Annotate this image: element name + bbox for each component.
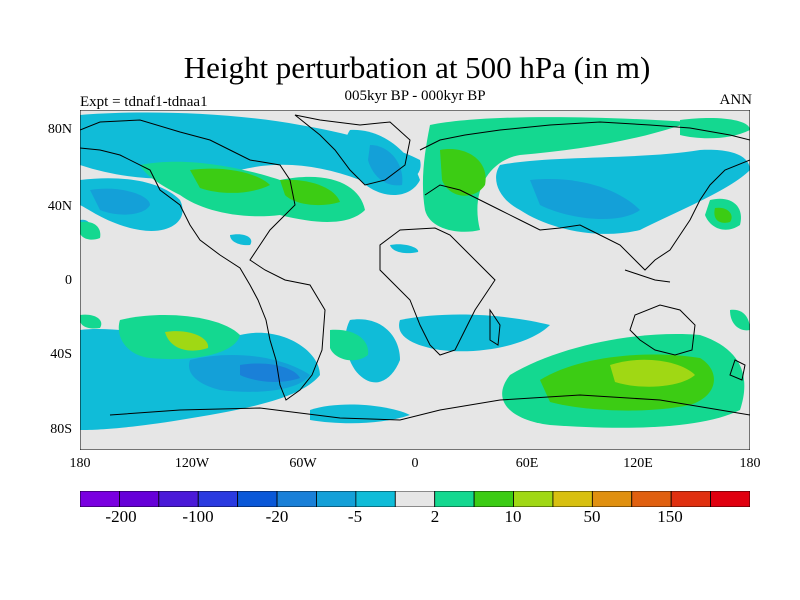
colorbar-label: -20 — [265, 507, 289, 526]
lat-tick-label: 40S — [50, 347, 72, 362]
plot-title: Height perturbation at 500 hPa (in m) — [183, 50, 651, 85]
colorbar-box — [316, 491, 357, 507]
colorbar-label: 150 — [657, 507, 683, 526]
lon-tick-label: 120E — [623, 456, 653, 471]
colorbar-box — [552, 491, 593, 507]
lat-tick-label: 80N — [47, 122, 72, 137]
lon-tick-label: 0 — [411, 456, 419, 471]
colorbar-box — [197, 491, 239, 507]
colorbar-box — [237, 491, 278, 507]
colorbar-label: -5 — [347, 507, 363, 526]
colorbar-box — [276, 491, 317, 507]
colorbar-box — [434, 491, 475, 507]
coastlines — [80, 114, 750, 421]
colorbar-label: -100 — [182, 507, 214, 526]
plot-subtitle: 005kyr BP - 000kyr BP — [344, 88, 486, 104]
colorbar-box — [119, 491, 160, 507]
lon-tick-label: 180 — [739, 456, 761, 471]
colorbar-label: 50 — [583, 507, 601, 526]
season-label: ANN — [719, 92, 753, 108]
colorbar-box — [513, 491, 554, 507]
map-panel — [80, 110, 750, 450]
experiment-label: Expt = tdnaf1-tdnaa1 — [80, 94, 208, 110]
lon-tick-label: 60W — [289, 456, 317, 471]
colorbar — [80, 491, 750, 507]
colorbar-box — [631, 491, 672, 507]
colorbar-box — [473, 491, 514, 507]
lat-tick-label: 80S — [50, 422, 72, 437]
lon-tick-label: 180 — [69, 456, 91, 471]
colorbar-box — [710, 491, 750, 507]
lon-tick-label: 60E — [515, 456, 539, 471]
colorbar-box — [158, 491, 199, 507]
colorbar-box — [591, 491, 633, 507]
lat-tick-label: 40N — [47, 199, 72, 214]
colorbar-label: 2 — [430, 507, 440, 526]
colorbar-box — [394, 491, 436, 507]
colorbar-label: -200 — [105, 507, 137, 526]
colorbar-box — [355, 491, 396, 507]
colorbar-box — [80, 491, 120, 507]
lat-tick-label: 0 — [65, 273, 72, 288]
lon-tick-label: 120W — [174, 456, 210, 471]
colorbar-label: 10 — [504, 507, 522, 526]
colorbar-box — [670, 491, 711, 507]
